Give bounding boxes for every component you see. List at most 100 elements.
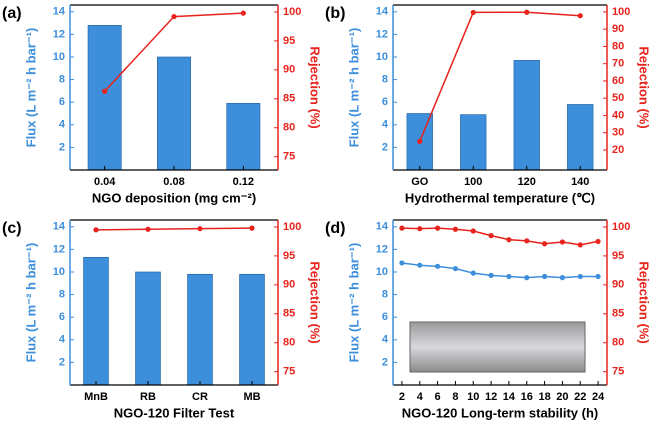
y-axis-title: Flux (L m⁻² h bar⁻¹) bbox=[23, 243, 38, 363]
y-tick-label: 14 bbox=[376, 221, 389, 233]
y2-tick-label: 100 bbox=[283, 6, 301, 18]
x-tick-label: 0.08 bbox=[163, 176, 184, 188]
y2-tick-label: 30 bbox=[612, 127, 624, 139]
x-tick-label: 20 bbox=[556, 391, 568, 403]
y2-tick-label: 70 bbox=[612, 58, 624, 70]
y-tick-label: 10 bbox=[53, 51, 65, 63]
point bbox=[434, 263, 441, 269]
point bbox=[506, 237, 512, 243]
y-tick-label: 4 bbox=[59, 334, 66, 346]
y2-tick-label: 85 bbox=[283, 93, 295, 105]
y-tick-label: 8 bbox=[59, 288, 65, 300]
point bbox=[488, 233, 494, 239]
y2-axis-title: Rejection (%) bbox=[308, 261, 323, 343]
x-tick-label: MnB bbox=[84, 391, 108, 403]
x-tick-label: 4 bbox=[417, 391, 424, 403]
y-tick-label: 12 bbox=[53, 28, 65, 40]
point bbox=[524, 9, 530, 15]
y-tick-label: 6 bbox=[59, 311, 65, 323]
y-tick-label: 4 bbox=[382, 119, 389, 131]
y-tick-label: 4 bbox=[382, 334, 389, 346]
x-tick-label: 2 bbox=[399, 391, 405, 403]
bar bbox=[157, 56, 191, 171]
x-tick-label: 18 bbox=[538, 391, 550, 403]
panel-label: (b) bbox=[325, 5, 345, 22]
y-tick-label: 12 bbox=[376, 243, 388, 255]
point bbox=[452, 226, 459, 232]
y-axis-title: Flux (L m⁻² h bar⁻¹) bbox=[346, 28, 361, 148]
line bbox=[419, 11, 581, 142]
point bbox=[171, 13, 177, 20]
y2-tick-label: 85 bbox=[283, 308, 295, 320]
point bbox=[577, 242, 583, 248]
line bbox=[401, 262, 599, 279]
x-tick-label: 10 bbox=[467, 391, 479, 403]
bar bbox=[513, 60, 540, 171]
x-axis-title: NGO-120 Filter Test bbox=[114, 405, 235, 420]
y-tick-label: 10 bbox=[376, 51, 388, 63]
y-tick-label: 8 bbox=[59, 73, 65, 85]
y-tick-label: 2 bbox=[59, 141, 65, 153]
point bbox=[145, 226, 151, 232]
point bbox=[559, 239, 566, 245]
inset-photo bbox=[409, 321, 586, 373]
point bbox=[541, 273, 548, 280]
panel-label: (d) bbox=[325, 220, 345, 237]
x-tick-label: CR bbox=[192, 391, 208, 403]
y-tick-label: 8 bbox=[382, 73, 388, 85]
point bbox=[240, 10, 246, 16]
y2-tick-label: 85 bbox=[612, 308, 624, 320]
bar bbox=[226, 103, 261, 171]
point bbox=[595, 273, 601, 280]
bar bbox=[83, 256, 109, 386]
point bbox=[452, 265, 459, 272]
y2-tick-label: 90 bbox=[612, 23, 624, 35]
y2-tick-label: 95 bbox=[283, 35, 295, 47]
point bbox=[559, 275, 566, 281]
y2-tick-label: 80 bbox=[283, 122, 295, 134]
point bbox=[102, 88, 108, 94]
bar bbox=[187, 273, 213, 386]
y-tick-label: 8 bbox=[382, 288, 388, 300]
line bbox=[95, 227, 253, 231]
bar bbox=[87, 25, 122, 171]
point bbox=[249, 225, 255, 231]
y2-tick-label: 40 bbox=[612, 109, 624, 121]
x-tick-label: 16 bbox=[521, 391, 533, 403]
x-tick-label: 24 bbox=[592, 391, 605, 403]
y-tick-label: 14 bbox=[376, 6, 389, 18]
point bbox=[417, 262, 423, 268]
y2-axis-title: Rejection (%) bbox=[637, 46, 652, 128]
point bbox=[470, 9, 476, 16]
point bbox=[541, 241, 548, 247]
y2-tick-label: 95 bbox=[612, 250, 624, 262]
x-axis-title: NGO deposition (mg cm⁻²) bbox=[92, 190, 256, 205]
y2-tick-label: 90 bbox=[283, 64, 295, 76]
point bbox=[524, 238, 530, 244]
point bbox=[595, 238, 601, 245]
point bbox=[506, 273, 512, 280]
y-tick-label: 10 bbox=[376, 266, 388, 278]
y2-tick-label: 50 bbox=[612, 92, 624, 104]
point bbox=[470, 270, 476, 276]
y2-tick-label: 90 bbox=[283, 279, 295, 291]
x-tick-label: 12 bbox=[485, 391, 497, 403]
point bbox=[417, 138, 423, 144]
y-tick-label: 6 bbox=[382, 96, 388, 108]
point bbox=[399, 225, 405, 231]
point bbox=[434, 225, 441, 231]
point bbox=[417, 226, 423, 232]
point bbox=[399, 260, 405, 266]
y-tick-label: 2 bbox=[382, 141, 388, 153]
y-tick-label: 12 bbox=[53, 243, 65, 255]
x-tick-label: RB bbox=[140, 391, 156, 403]
x-tick-label: 6 bbox=[435, 391, 441, 403]
y2-tick-label: 80 bbox=[612, 40, 624, 52]
point bbox=[524, 275, 530, 281]
x-axis-title: NGO-120 Long-term stability (h) bbox=[402, 405, 598, 420]
y-tick-label: 12 bbox=[376, 28, 388, 40]
y2-tick-label: 75 bbox=[612, 366, 624, 378]
point bbox=[93, 227, 99, 233]
y2-tick-label: 90 bbox=[612, 279, 624, 291]
